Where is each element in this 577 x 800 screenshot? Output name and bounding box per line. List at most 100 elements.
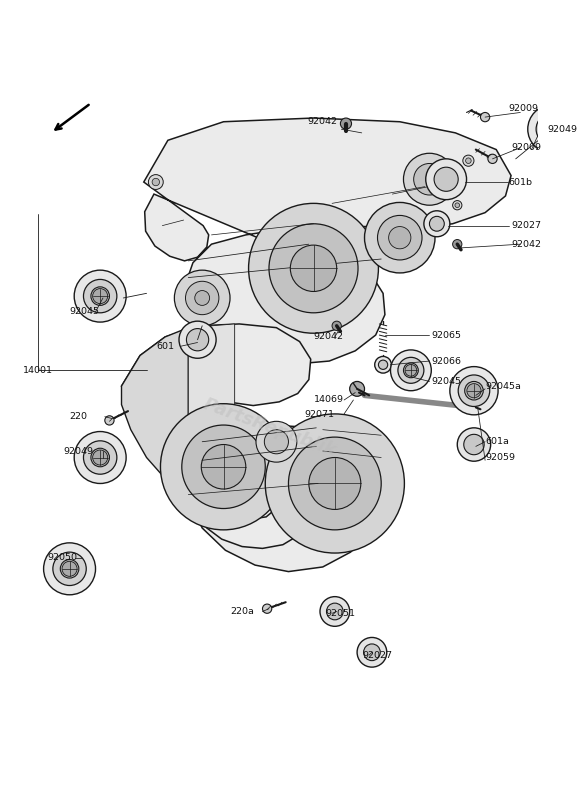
- Circle shape: [174, 270, 230, 326]
- Circle shape: [340, 118, 351, 129]
- Circle shape: [269, 224, 358, 313]
- Polygon shape: [122, 328, 188, 494]
- Circle shape: [455, 203, 460, 207]
- Circle shape: [464, 434, 484, 454]
- Circle shape: [403, 154, 455, 206]
- Text: 220a: 220a: [230, 607, 254, 616]
- Text: 14001: 14001: [23, 366, 53, 375]
- Text: 92050: 92050: [47, 553, 77, 562]
- Circle shape: [186, 329, 209, 351]
- Circle shape: [44, 543, 96, 594]
- Circle shape: [350, 382, 365, 396]
- Circle shape: [84, 441, 117, 474]
- Circle shape: [424, 210, 450, 237]
- Polygon shape: [122, 324, 383, 571]
- Circle shape: [74, 431, 126, 483]
- Circle shape: [450, 366, 498, 415]
- Circle shape: [264, 430, 288, 454]
- Circle shape: [179, 321, 216, 358]
- Circle shape: [60, 559, 79, 578]
- Circle shape: [405, 365, 417, 376]
- Circle shape: [332, 321, 342, 330]
- Text: 92066: 92066: [431, 357, 461, 366]
- Text: 92009: 92009: [511, 143, 541, 152]
- Circle shape: [452, 239, 462, 249]
- Circle shape: [160, 404, 287, 530]
- Circle shape: [263, 604, 272, 614]
- Circle shape: [91, 448, 110, 466]
- Circle shape: [414, 163, 445, 195]
- Circle shape: [265, 414, 404, 553]
- Circle shape: [403, 363, 418, 378]
- Text: 92045a: 92045a: [485, 382, 521, 390]
- Circle shape: [389, 226, 411, 249]
- Circle shape: [309, 458, 361, 510]
- Circle shape: [488, 154, 497, 163]
- Text: 92045: 92045: [70, 307, 100, 316]
- Circle shape: [93, 450, 108, 465]
- Circle shape: [528, 105, 576, 154]
- Text: 92009: 92009: [508, 104, 538, 114]
- Circle shape: [93, 289, 108, 304]
- Polygon shape: [144, 118, 511, 364]
- Circle shape: [195, 290, 209, 306]
- Circle shape: [398, 358, 424, 383]
- Circle shape: [452, 201, 462, 210]
- Text: 92045: 92045: [431, 377, 461, 386]
- Text: 92049: 92049: [547, 125, 577, 134]
- Circle shape: [290, 245, 337, 291]
- Circle shape: [364, 644, 380, 661]
- Text: 92042: 92042: [313, 333, 343, 342]
- Circle shape: [357, 638, 387, 667]
- Circle shape: [536, 114, 568, 145]
- Circle shape: [542, 120, 561, 138]
- Circle shape: [91, 287, 110, 306]
- Text: 14069: 14069: [313, 395, 343, 405]
- Polygon shape: [188, 324, 235, 494]
- Circle shape: [53, 552, 86, 586]
- Text: 92042: 92042: [308, 118, 338, 126]
- Circle shape: [464, 382, 484, 400]
- Circle shape: [249, 203, 379, 334]
- Circle shape: [185, 282, 219, 314]
- Circle shape: [391, 350, 431, 390]
- Circle shape: [105, 416, 114, 425]
- Circle shape: [327, 603, 343, 620]
- Circle shape: [62, 562, 77, 576]
- Circle shape: [74, 270, 126, 322]
- Circle shape: [466, 158, 471, 163]
- Circle shape: [152, 178, 159, 186]
- Circle shape: [463, 155, 474, 166]
- Circle shape: [434, 167, 458, 191]
- Text: PartsRepublik: PartsRepublik: [201, 395, 339, 460]
- Circle shape: [457, 428, 490, 462]
- Circle shape: [320, 597, 350, 626]
- Circle shape: [288, 437, 381, 530]
- Circle shape: [545, 122, 559, 136]
- Circle shape: [426, 159, 467, 200]
- Text: 92059: 92059: [485, 453, 515, 462]
- Circle shape: [148, 174, 163, 190]
- Circle shape: [201, 445, 246, 489]
- Text: 92027: 92027: [511, 221, 541, 230]
- Circle shape: [467, 384, 481, 398]
- Text: 601a: 601a: [485, 438, 509, 446]
- Circle shape: [182, 425, 265, 509]
- Circle shape: [377, 215, 422, 260]
- Text: 92027: 92027: [363, 650, 393, 659]
- Circle shape: [374, 357, 391, 373]
- Circle shape: [481, 113, 490, 122]
- Circle shape: [256, 422, 297, 462]
- Text: 92051: 92051: [325, 609, 355, 618]
- Text: 601: 601: [156, 342, 174, 350]
- Circle shape: [84, 279, 117, 313]
- Text: 92049: 92049: [63, 446, 93, 455]
- Text: 601b: 601b: [508, 178, 533, 186]
- Circle shape: [379, 360, 388, 370]
- Circle shape: [429, 216, 444, 231]
- Circle shape: [365, 202, 435, 273]
- Text: 92065: 92065: [431, 330, 461, 339]
- Text: 220: 220: [70, 412, 88, 421]
- Text: 92042: 92042: [511, 240, 541, 249]
- Circle shape: [458, 375, 490, 406]
